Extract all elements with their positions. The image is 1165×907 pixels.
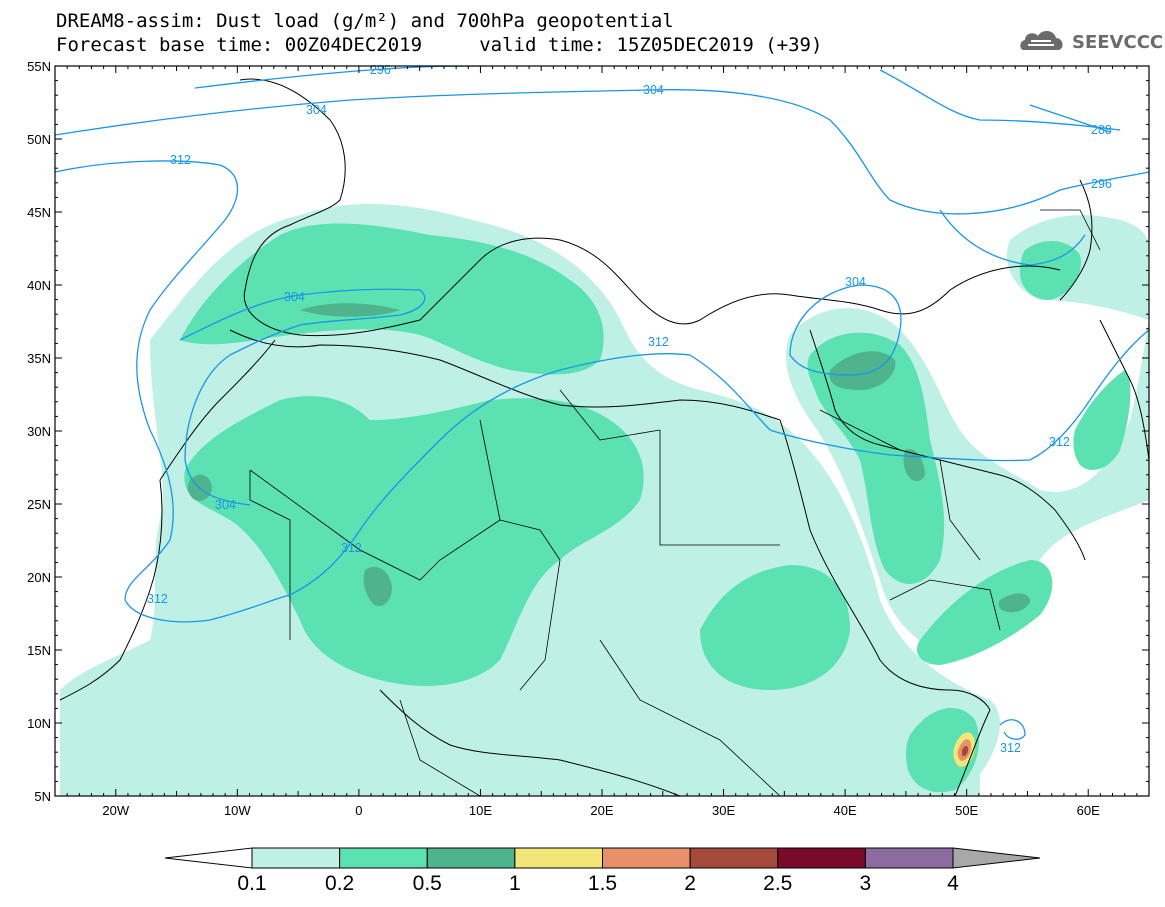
lon-tick-label: 60E: [1077, 803, 1100, 818]
colorbar: [164, 847, 1041, 869]
dust-area-dark: [829, 351, 896, 390]
lon-tick-label: 30E: [712, 803, 735, 818]
contour-label: 312: [147, 592, 168, 606]
lat-tick-label: 50N: [27, 132, 51, 147]
lon-tick-label: 40E: [834, 803, 857, 818]
lat-tick-label: 5N: [34, 789, 51, 804]
colorbar-swatch: [864, 847, 954, 869]
dust-peak: [962, 745, 969, 756]
dust-area-dark: [363, 566, 392, 607]
dust-field: [55, 66, 1149, 796]
dust-area-medium: [180, 223, 604, 375]
dust-area-dark: [300, 303, 400, 317]
contour-label: 304: [284, 290, 305, 304]
axis-ticks: 55N 50N 45N 40N 35N 30N 25N 20N 15N 10N 5N 20W 10W 0 1…: [27, 59, 1150, 818]
borders: [249, 209, 1101, 796]
colorbar-swatch: [689, 847, 779, 869]
lat-tick-label: 15N: [27, 643, 51, 658]
contour-label: 312: [341, 541, 362, 555]
contour-label: 304: [215, 498, 236, 512]
logo-text: SEEVCCC: [1072, 32, 1164, 53]
colorbar-label: 0.2: [325, 872, 355, 895]
contour-labels: 296 304 288 312 304 296 304 304 312 312 …: [147, 63, 1112, 755]
colorbar-arrow-low: [164, 847, 253, 869]
colorbar-swatch: [251, 847, 341, 869]
colorbar-label: 4: [947, 872, 959, 895]
contour-label: 296: [1091, 177, 1112, 191]
contour-label: 312: [648, 335, 669, 349]
colorbar-arrow-high: [952, 847, 1041, 869]
colorbar-label: 2: [684, 872, 696, 895]
contour-label: 304: [306, 103, 327, 117]
lon-tick-label: 20E: [590, 803, 613, 818]
contour-label: 312: [170, 153, 191, 167]
lon-tick-label: 10E: [469, 803, 492, 818]
lon-tick-label: 10W: [224, 803, 251, 818]
title-line-2: Forecast base time: 00Z04DEC2019 valid t…: [56, 34, 823, 56]
colorbar-swatch: [514, 847, 603, 869]
colorbar-swatch: [777, 847, 866, 869]
dust-area-medium: [916, 560, 1053, 665]
lat-tick-label: 45N: [27, 205, 51, 220]
colorbar-swatch: [602, 847, 691, 869]
lat-tick-label: 55N: [27, 59, 51, 74]
dust-area-dark: [998, 593, 1030, 613]
colorbar-label: 0.1: [237, 872, 267, 895]
lat-tick-label: 20N: [27, 570, 51, 585]
colorbar-swatch: [339, 847, 428, 869]
colorbar-swatch: [426, 847, 516, 869]
contour-label: 288: [1091, 123, 1112, 137]
dust-area-medium: [184, 396, 644, 686]
contour-label: 304: [643, 83, 664, 97]
title-line-1: DREAM8-assim: Dust load (g/m²) and 700hP…: [56, 10, 674, 32]
dust-area-medium: [700, 565, 850, 690]
colorbar-label: 0.5: [412, 872, 442, 895]
contour-label: 296: [370, 63, 391, 77]
lat-tick-label: 25N: [27, 497, 51, 512]
lat-tick-label: 40N: [27, 278, 51, 293]
colorbar-label: 1.5: [587, 872, 618, 895]
lon-tick-label: 0: [355, 803, 362, 818]
colorbar-label: 1: [509, 872, 521, 895]
coastlines: [59, 78, 1149, 796]
dust-area-medium: [1073, 370, 1131, 470]
lat-tick-label: 30N: [27, 424, 51, 439]
contour-label: 312: [1000, 741, 1021, 755]
lon-tick-label: 50E: [955, 803, 978, 818]
colorbar-label: 3: [859, 872, 872, 895]
cloud-icon: [1020, 30, 1063, 50]
lat-tick-label: 35N: [27, 351, 51, 366]
lon-tick-label: 20W: [102, 803, 129, 818]
colorbar-label: 2.5: [763, 872, 793, 895]
contour-label: 304: [845, 275, 866, 289]
lat-tick-label: 10N: [27, 716, 51, 731]
dust-area-medium: [1019, 240, 1081, 300]
contour-label: 312: [1049, 435, 1070, 449]
dust-area-medium: [905, 708, 979, 793]
dust-area-medium: [807, 332, 945, 584]
